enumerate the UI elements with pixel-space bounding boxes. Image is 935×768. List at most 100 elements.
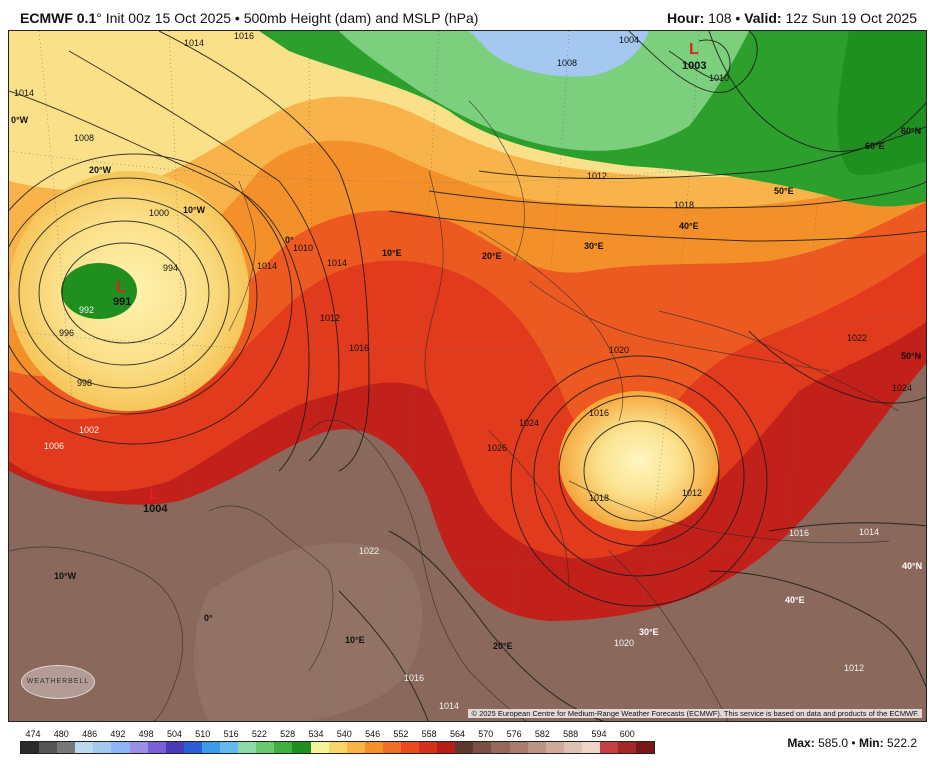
footer-bar: 474 480 486 492 498 504 510 516 522 528 534 540 546 5… [0, 724, 935, 768]
pressure-label: 1008 [74, 133, 94, 143]
colorbar-tick-label: 474 [25, 729, 41, 739]
colorbar-swatch [455, 742, 474, 753]
grid-label: 50°N [901, 351, 921, 361]
colorbar-swatch [419, 742, 438, 753]
colorbar-tick-label: 570 [478, 729, 494, 739]
grid-label: 40°E [785, 595, 805, 605]
colorbar-tick-label: 516 [223, 729, 239, 739]
isobars [9, 31, 926, 721]
low-pressure-value: 1003 [682, 60, 706, 72]
grid-label: 50°E [774, 186, 794, 196]
pressure-label: 992 [79, 305, 94, 315]
colorbar-swatch [473, 742, 492, 753]
field-534 [339, 31, 749, 151]
colorbar-swatch [364, 742, 383, 753]
low-east-core [559, 391, 719, 531]
colorbar-swatch [310, 742, 329, 753]
colorbar-swatch [111, 742, 130, 753]
colorbar-tick-label: 582 [534, 729, 550, 739]
colorbar-swatch [400, 742, 420, 753]
pressure-label: 1020 [614, 638, 634, 648]
pressure-label: 1026 [487, 443, 507, 453]
field-ridge-shade [194, 543, 423, 721]
colorbar-swatch [256, 742, 275, 753]
colorbar-tick-label: 546 [365, 729, 381, 739]
pressure-label: 1006 [44, 441, 64, 451]
pressure-label: 1000 [149, 208, 169, 218]
colorbar-tick-label: 492 [110, 729, 126, 739]
max-value: 585.0 [818, 736, 849, 750]
pressure-label: 1016 [404, 673, 424, 683]
model-name: ECMWF 0.1 [20, 10, 97, 26]
weather-map: 1014 1016 1004 1008 1010 1012 1018 1020 … [8, 30, 927, 722]
pressure-label: 1020 [609, 345, 629, 355]
colorbar-swatch [527, 742, 546, 753]
colorbar-tick-label: 558 [421, 729, 437, 739]
hour-label: Hour: [666, 10, 705, 26]
pressure-label: 1004 [619, 35, 639, 45]
pressure-label: 1018 [589, 493, 609, 503]
colorbar-swatch [183, 742, 202, 753]
colorbar-tick-label: 564 [449, 729, 466, 739]
field-546 [837, 31, 926, 176]
colorbar-swatch [220, 742, 239, 753]
grid-label: 40°N [902, 561, 922, 571]
colorbar-swatch [57, 742, 76, 753]
field-522 [469, 31, 649, 77]
grid-label: 10°E [382, 248, 402, 258]
pressure-label: 1016 [789, 528, 809, 538]
pressure-label: 1014 [257, 261, 277, 271]
pressure-label: 1010 [709, 73, 729, 83]
colorbar-tick-label: 534 [308, 729, 324, 739]
colorbar-swatch [21, 742, 40, 753]
colorbar-swatch [491, 742, 510, 753]
colorbar-swatch [93, 742, 112, 753]
pressure-label: 1014 [184, 38, 204, 48]
colorbar-tick-label: 486 [82, 729, 98, 739]
pressure-label: 1010 [293, 243, 313, 253]
grid-label: 0° [285, 235, 294, 245]
colorbar-tick-label: 588 [563, 729, 579, 739]
valid-value: 12z Sun 19 Oct 2025 [785, 10, 917, 26]
pressure-label: 1016 [349, 343, 369, 353]
colorbar-swatch [147, 742, 166, 753]
colorbar-tick-label: 510 [195, 729, 211, 739]
max-min-readout: Max: 585.0 • Min: 522.2 [787, 736, 917, 750]
pressure-label: 998 [77, 378, 92, 388]
low-pressure-symbol: L [116, 279, 126, 296]
grid-label: 20°E [482, 251, 502, 261]
grid-label: 60°E [865, 141, 885, 151]
grid-label: 20°E [493, 641, 513, 651]
low-pressure-value: 991 [113, 296, 131, 308]
grid-label: 60°N [901, 126, 921, 136]
colorbar-swatch [382, 742, 401, 753]
pressure-label: 1012 [682, 488, 702, 498]
pressure-label: 1016 [234, 31, 254, 41]
pressure-label: 1008 [557, 58, 577, 68]
colorbar-tick-label: 498 [138, 729, 154, 739]
pressure-label: 1024 [892, 383, 912, 393]
copyright-notice: © 2025 European Centre for Medium-Range … [468, 709, 922, 718]
colorbar-tick-label: 552 [393, 729, 409, 739]
pressure-label: 1014 [859, 527, 879, 537]
colorbar-swatch [346, 742, 365, 753]
graticule [9, 31, 926, 721]
pressure-label: 1022 [359, 546, 379, 556]
pressure-label: 1018 [674, 200, 694, 210]
colorbar-swatch [75, 742, 94, 753]
pressure-label: 1002 [79, 425, 99, 435]
pressure-label: 994 [163, 263, 178, 273]
colorbar-tick-label: 594 [591, 729, 607, 739]
colorbar-swatch [201, 742, 221, 753]
init-description: ° Init 00z 15 Oct 2025 • 500mb Height (d… [96, 10, 479, 26]
colorbar-swatch [600, 742, 619, 753]
colorbar-swatch [39, 742, 58, 753]
colorbar-tick-label: 600 [619, 729, 635, 739]
pressure-label: 1014 [14, 88, 34, 98]
colorbar-swatch [238, 742, 257, 753]
grid-label: 10°W [183, 205, 206, 215]
hour-value: 108 [708, 10, 732, 26]
colorbar-swatch [563, 742, 582, 753]
colorbar-swatch [636, 742, 655, 753]
colorbar-swatch [437, 742, 456, 753]
